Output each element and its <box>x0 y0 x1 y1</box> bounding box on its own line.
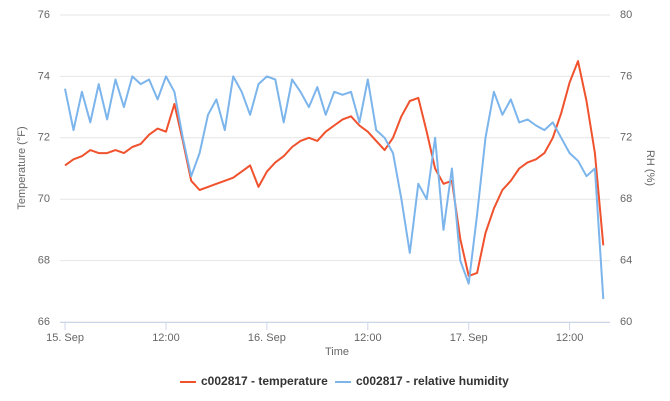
y-tick-label: 66 <box>38 316 50 328</box>
y-axis-title: Temperature (°F) <box>16 126 28 209</box>
y2-tick-label: 76 <box>620 70 632 82</box>
x-tick-label: 17. Sep <box>450 332 488 344</box>
legend-label: c002817 - relative humidity <box>356 374 509 388</box>
y-tick-label: 76 <box>38 9 50 21</box>
y2-tick-label: 64 <box>620 255 632 267</box>
y-tick-label: 72 <box>38 132 50 144</box>
x-tick-label: 16. Sep <box>248 332 286 344</box>
y2-tick-label: 68 <box>620 193 632 205</box>
x-tick-label: 15. Sep <box>46 332 84 344</box>
x-tick-label: 12:00 <box>354 332 382 344</box>
y-tick-label: 74 <box>38 70 50 82</box>
series-line <box>64 75 605 300</box>
x-tick-label: 12:00 <box>556 332 584 344</box>
y2-axis-title: RH (%) <box>644 150 656 186</box>
y-tick-label: 68 <box>38 255 50 267</box>
y2-tick-label: 72 <box>620 132 632 144</box>
y2-tick-label: 60 <box>620 316 632 328</box>
x-axis-title: Time <box>325 346 349 358</box>
y-tick-label: 70 <box>38 193 50 205</box>
y2-tick-label: 80 <box>620 9 632 21</box>
legend-label: c002817 - temperature <box>201 374 328 388</box>
x-tick-label: 12:00 <box>152 332 180 344</box>
series-line <box>64 60 605 277</box>
